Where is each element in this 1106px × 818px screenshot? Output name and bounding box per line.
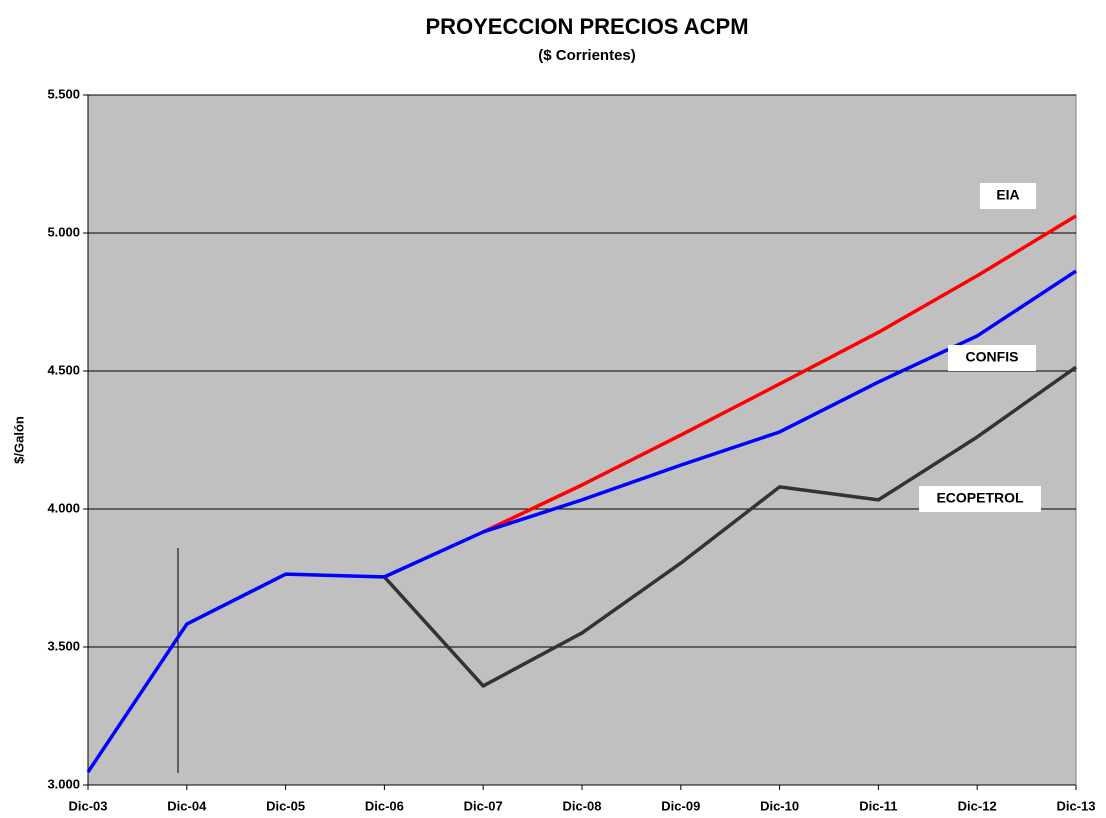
series-line <box>86 269 1077 773</box>
x-tick-label: Dic-05 <box>266 798 305 813</box>
y-tick-label: 5.000 <box>47 224 80 239</box>
x-tick-label: Dic-06 <box>365 798 404 813</box>
y-tick-label: 5.500 <box>47 86 80 101</box>
chart-title: PROYECCION PRECIOS ACPM <box>425 14 748 39</box>
y-axis-label: $/Galón <box>11 416 26 464</box>
legend-label: EIA <box>996 187 1019 203</box>
legend-label: ECOPETROL <box>936 490 1024 506</box>
x-tick-label: Dic-10 <box>760 798 799 813</box>
y-tick-label: 3.500 <box>47 638 80 653</box>
y-tick-label: 3.000 <box>47 776 80 791</box>
legend-box <box>919 486 1041 512</box>
legend-label: CONFIS <box>966 349 1019 365</box>
x-tick-label: Dic-11 <box>859 798 897 813</box>
legend-box <box>980 183 1036 209</box>
x-tick-label: Dic-08 <box>562 798 601 813</box>
x-tick-label: Dic-04 <box>167 798 207 813</box>
x-tick-label: Dic-03 <box>68 798 107 813</box>
y-tick-label: 4.500 <box>47 362 80 377</box>
x-tick-label: Dic-07 <box>464 798 503 813</box>
y-tick-label: 4.000 <box>47 500 80 515</box>
x-tick-label: Dic-12 <box>958 798 997 813</box>
x-tick-label: Dic-13 <box>1056 798 1095 813</box>
chart-subtitle: ($ Corrientes) <box>538 47 636 64</box>
series-line <box>383 365 1078 688</box>
legend-box <box>948 345 1036 371</box>
series-line <box>482 214 1077 534</box>
x-tick-label: Dic-09 <box>661 798 700 813</box>
plot-area <box>87 94 1077 786</box>
